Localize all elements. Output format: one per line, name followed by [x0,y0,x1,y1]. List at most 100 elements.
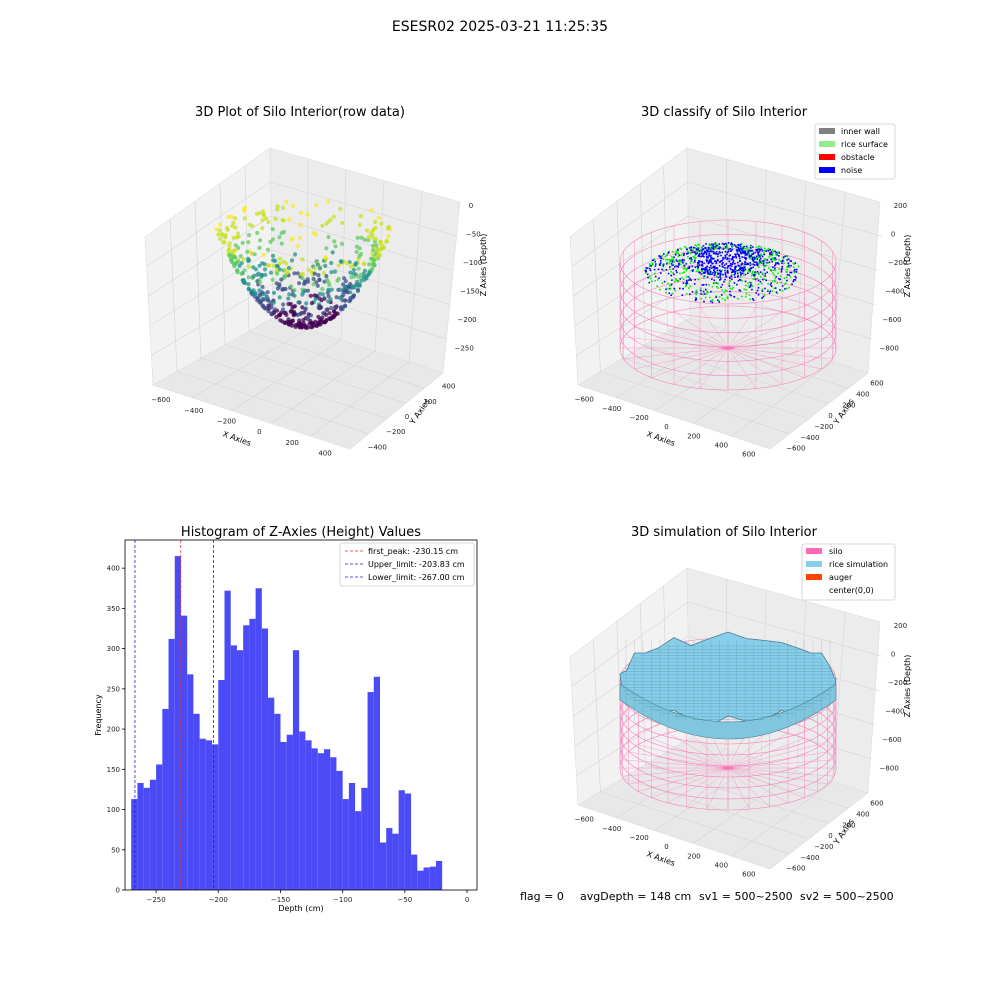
rice-surface-point [756,277,759,280]
noise-point [752,256,754,259]
raw-point [366,238,371,243]
noise-point [774,267,776,270]
rice-surface-point [667,282,669,285]
rice-surface-point [763,252,765,254]
rice-surface-point [749,245,752,248]
noise-point [710,259,712,262]
cls-x-tick-label: 0 [664,423,668,431]
noise-point [718,264,721,267]
noise-point [769,249,771,251]
cls-z-ticks: 200 0 −200 −400 −600 −800 [880,202,908,353]
noise-point [752,273,755,276]
noise-point [645,267,647,269]
raw-point [377,239,382,245]
raw-point [275,271,280,276]
noise-point [704,272,706,274]
noise-point [689,293,691,296]
raw-point [259,290,264,295]
sim-y-tick-label: 200 [842,821,855,829]
raw-point [260,226,265,231]
histogram-bar [224,590,231,890]
histogram-bar [404,793,412,890]
noise-point [744,280,747,283]
rice-surface-point [697,250,699,252]
noise-point [761,255,764,258]
noise-point [708,266,711,269]
noise-point [720,270,722,273]
rice-surface-point [674,264,677,267]
noise-point [703,293,706,295]
raw-point [242,268,247,273]
noise-point [709,258,711,261]
noise-point [731,243,733,245]
noise-point [712,250,715,253]
noise-point [682,287,684,290]
raw-point [332,239,337,244]
raw-point [296,300,301,305]
noise-point [743,269,745,271]
raw-point [323,257,328,262]
noise-point [744,273,747,276]
histogram-y-ticks: 0 50 100 150 200 250 300 350 400 [107,565,125,895]
noise-point [758,251,761,253]
raw-point [286,265,291,271]
raw-point [289,284,294,289]
raw-point [231,248,236,253]
noise-point [695,291,698,294]
noise-point [749,264,752,267]
raw-point [326,299,331,304]
rice-surface-point [758,273,760,275]
raw-point [342,276,347,281]
sim-z-ticks: 200 0 −200 −400 −600 −800 [880,622,908,773]
noise-point [705,288,707,291]
footer-avg-depth: avgDepth = 148 cm [580,890,691,903]
raw-point [308,293,313,298]
noise-point [700,264,703,267]
noise-point [670,263,673,265]
rice-surface-point [745,247,747,249]
raw-point [298,222,303,227]
rice-surface-point [696,268,699,270]
rice-surface-point [750,274,753,277]
rice-surface-point [746,249,748,252]
raw-point [287,292,292,297]
noise-point [751,298,754,300]
histogram-bar [156,764,163,890]
raw-point [270,237,276,242]
rice-surface-point [668,250,670,253]
rice-surface-point [751,250,754,252]
raw-point [356,275,362,280]
raw-point [331,309,336,314]
rice-surface-point [711,299,714,301]
rice-surface-point [771,290,774,293]
noise-point [712,266,714,269]
histogram-bar [137,782,144,890]
rice-surface-point [755,257,757,259]
rice-surface-point [700,297,702,300]
rice-surface-point [659,288,661,291]
noise-point [730,250,732,252]
noise-point [662,265,665,267]
histogram-bar [131,799,138,890]
noise-point [758,259,761,262]
rice-surface-point [720,247,723,249]
histogram-bar [324,749,331,890]
noise-point [714,260,717,262]
noise-point [727,265,729,267]
rice-surface-point [652,262,654,264]
histogram-bar [168,638,175,890]
legend-swatch-auger [806,574,822,580]
rice-surface-point [783,277,786,280]
noise-point [721,260,723,262]
raw-point [340,220,345,226]
rice-surface-point [724,289,727,292]
raw-point [300,305,305,310]
raw-point [324,307,329,313]
rice-surface-point [661,264,664,266]
rice-surface-point [780,281,782,284]
histogram-legend-label: first_peak: -230.15 cm [368,547,458,556]
rice-surface-point [644,269,647,271]
sim-x-tick-label: 200 [687,852,700,860]
rice-surface-point [757,245,760,248]
